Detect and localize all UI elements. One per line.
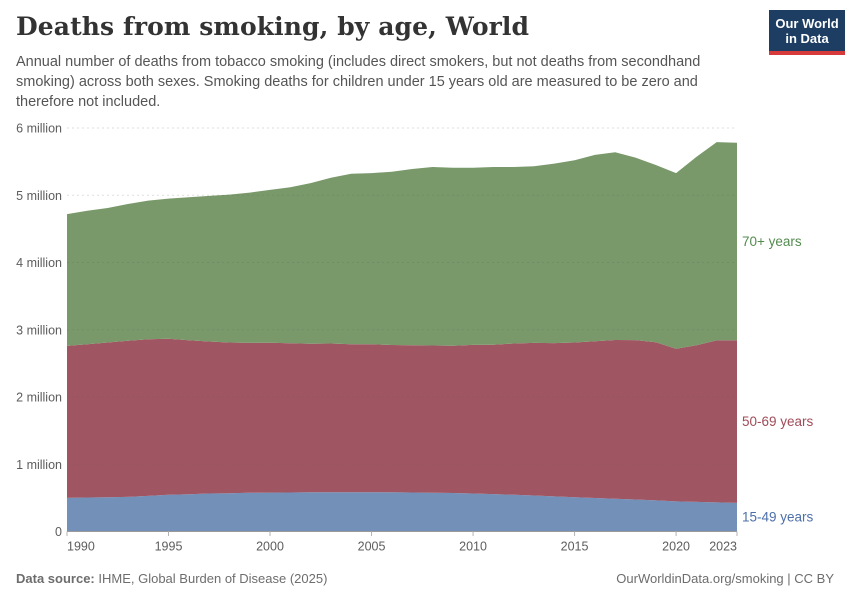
owid-logo[interactable]: Our World in Data [769,10,845,55]
x-tick-label: 1995 [155,540,183,554]
legend-label-70+-years[interactable]: 70+ years [742,234,802,249]
x-tick-label: 2005 [358,540,386,554]
y-gridlines [67,127,737,532]
owid-logo-box: Our World in Data [769,10,845,51]
x-tick-label: 2020 [662,540,690,554]
x-tick-label: 2010 [459,540,487,554]
legend-label-50-69-years[interactable]: 50-69 years [742,414,814,429]
credit-line[interactable]: OurWorldinData.org/smoking | CC BY [616,570,834,586]
y-tick-label: 5 million [16,189,62,203]
x-tick-label: 2000 [256,540,284,554]
x-axis: 1990 1995 2000 2005 2010 2015 2020 2023 [66,531,738,554]
data-source-value: IHME, Global Burden of Disease (2025) [98,570,328,586]
y-axis-labels: 0 1 million 2 million 3 million 4 million 5 m… [16,122,62,540]
x-tick-label: 1990 [67,540,95,554]
y-tick-label: 2 million [16,391,62,405]
owid-logo-red-strip [769,51,845,55]
area-70+-years[interactable] [67,142,737,349]
area-15-49-years[interactable] [67,492,737,532]
page-title: Deaths from smoking, by age, World [16,12,530,41]
area-series [67,142,737,532]
y-tick-label: 4 million [16,256,62,270]
x-tick-label: 2015 [561,540,589,554]
chart-footer: Data source: IHME, Global Burden of Dise… [16,567,834,589]
legend-label-15-49-years[interactable]: 15-49 years [742,510,814,525]
area-50-69-years[interactable] [67,338,737,503]
y-tick-label: 3 million [16,323,62,337]
owid-logo-line2: in Data [785,31,829,46]
chart-subtitle: Annual number of deaths from tobacco smo… [16,54,701,110]
x-tick-label: 2023 [709,540,737,554]
y-tick-label: 1 million [16,458,62,472]
data-source-label: Data source: [16,570,95,586]
legend: 15-49 years 50-69 years 70+ years [742,234,814,525]
owid-logo-line1: Our World [775,16,839,31]
y-tick-label: 6 million [16,122,62,136]
y-tick-label: 0 [55,525,62,539]
data-source: Data source: IHME, Global Burden of Dise… [16,571,327,586]
